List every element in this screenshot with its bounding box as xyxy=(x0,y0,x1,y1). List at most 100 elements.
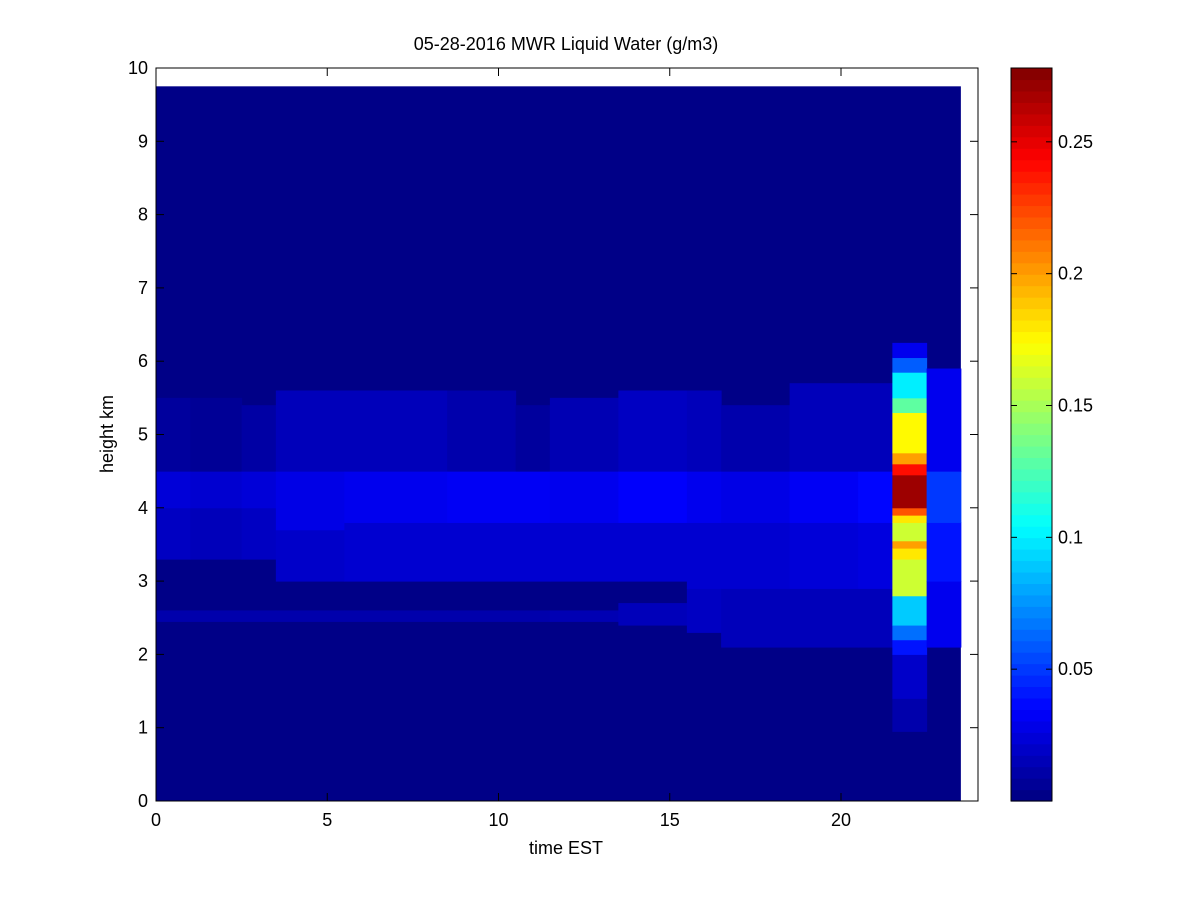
heatmap-cell xyxy=(721,588,791,648)
colorbar-ticks: 0.05 0.1 0.15 0.2 0.25 xyxy=(1011,132,1093,679)
colorbar-band xyxy=(1011,743,1052,756)
colorbar-tick-label: 0.2 xyxy=(1058,264,1083,284)
heatmap-cell xyxy=(275,471,345,531)
colorbar-band xyxy=(1011,686,1052,699)
heatmap-cell xyxy=(789,383,859,472)
heatmap-cell xyxy=(275,529,345,582)
heatmap-cell xyxy=(515,610,551,622)
heatmap-cell xyxy=(618,603,688,626)
heatmap-cell xyxy=(156,610,191,622)
heatmap-cell xyxy=(190,471,243,509)
colorbar-band xyxy=(1011,617,1052,630)
colorbar-band xyxy=(1011,755,1052,768)
colorbar-band xyxy=(1011,308,1052,321)
heatmap-cell xyxy=(686,390,722,472)
colorbar-band xyxy=(1011,125,1052,138)
heatmap-cell xyxy=(515,405,551,472)
colorbar-band xyxy=(1011,342,1052,355)
colorbar-band xyxy=(1011,778,1052,791)
colorbar-tick-label: 0.1 xyxy=(1058,527,1083,547)
heatmap-cell xyxy=(789,588,859,648)
colorbar-band xyxy=(1011,388,1052,401)
heatmap-cell xyxy=(447,471,517,523)
heatmap-cell xyxy=(549,397,619,472)
colorbar-band xyxy=(1011,675,1052,688)
heatmap-cell xyxy=(344,522,448,582)
heatmap-cell xyxy=(892,625,928,641)
heatmap-cell xyxy=(549,610,619,622)
heatmap-cell xyxy=(156,471,191,509)
colorbar-band xyxy=(1011,560,1052,573)
colorbar-band xyxy=(1011,262,1052,275)
heatmap-cell xyxy=(892,474,928,509)
heatmap-cell xyxy=(241,405,277,472)
colorbar-gradient xyxy=(1011,68,1052,802)
heatmap-cell xyxy=(618,522,688,582)
colorbar-band xyxy=(1011,377,1052,390)
heatmap-cell xyxy=(721,522,791,589)
heatmap-cell xyxy=(275,610,345,622)
colorbar-band xyxy=(1011,79,1052,92)
colorbar-band xyxy=(1011,594,1052,607)
heatmap-cell xyxy=(515,471,551,523)
colorbar-band xyxy=(1011,514,1052,527)
heatmap-cell xyxy=(618,390,688,472)
colorbar-band xyxy=(1011,205,1052,218)
plot-area: 0 5 10 15 20 0 1 2 3 4 5 6 7 8 9 10 xyxy=(128,58,979,830)
heatmap-cell xyxy=(618,471,688,523)
colorbar-band xyxy=(1011,503,1052,516)
heatmap-cell xyxy=(686,471,722,523)
y-axis-label: height km xyxy=(97,395,117,473)
heatmap-cell xyxy=(892,515,928,523)
y-tick-label: 7 xyxy=(138,278,148,298)
heatmap-cell xyxy=(447,522,517,582)
x-tick-label: 15 xyxy=(660,810,680,830)
colorbar-band xyxy=(1011,331,1052,344)
colorbar-band xyxy=(1011,732,1052,745)
colorbar-band xyxy=(1011,697,1052,710)
heatmap-cell xyxy=(892,522,928,542)
colorbar-band xyxy=(1011,445,1052,459)
heatmap-cell xyxy=(892,654,928,699)
colorbar-band xyxy=(1011,663,1052,676)
colorbar-tick-label: 0.15 xyxy=(1058,395,1093,415)
heatmap-cell xyxy=(926,522,962,582)
heatmap-cell xyxy=(892,357,928,373)
x-tick-label: 5 xyxy=(322,810,332,830)
colorbar-band xyxy=(1011,491,1052,504)
colorbar-band xyxy=(1011,400,1052,413)
colorbar-band xyxy=(1011,720,1052,733)
heatmap-cell xyxy=(241,471,277,509)
colorbar-band xyxy=(1011,571,1052,584)
colorbar-band xyxy=(1011,606,1052,619)
colorbar-tick-label: 0.05 xyxy=(1058,659,1093,679)
y-axis-ticks: 0 1 2 3 4 5 6 7 8 9 10 xyxy=(128,58,978,811)
colorbar-band xyxy=(1011,468,1052,481)
colorbar-band xyxy=(1011,159,1052,172)
heatmap-cell xyxy=(241,610,277,622)
heatmap-cell xyxy=(275,390,345,472)
colorbar-band xyxy=(1011,423,1052,436)
colorbar: 0.05 0.1 0.15 0.2 0.25 xyxy=(1010,67,1093,802)
y-tick-label: 10 xyxy=(128,58,148,78)
colorbar-band xyxy=(1011,148,1052,161)
colorbar-band xyxy=(1011,171,1052,184)
heatmap-cell xyxy=(892,342,928,359)
heatmap-cell xyxy=(858,522,893,589)
y-tick-label: 2 xyxy=(138,644,148,664)
heatmap-cell xyxy=(892,452,928,465)
heatmap-cell xyxy=(686,588,722,633)
colorbar-band xyxy=(1011,640,1052,653)
heatmap-cell xyxy=(926,581,962,648)
heatmap-cells xyxy=(156,86,962,801)
colorbar-band xyxy=(1011,297,1052,310)
colorbar-band xyxy=(1011,537,1052,550)
y-tick-label: 8 xyxy=(138,205,148,225)
colorbar-band xyxy=(1011,239,1052,252)
colorbar-band xyxy=(1011,789,1052,802)
heatmap-cell xyxy=(926,368,962,472)
heatmap-cell xyxy=(892,595,928,626)
heatmap-cell xyxy=(858,588,893,648)
y-tick-label: 6 xyxy=(138,351,148,371)
colorbar-band xyxy=(1011,274,1052,287)
